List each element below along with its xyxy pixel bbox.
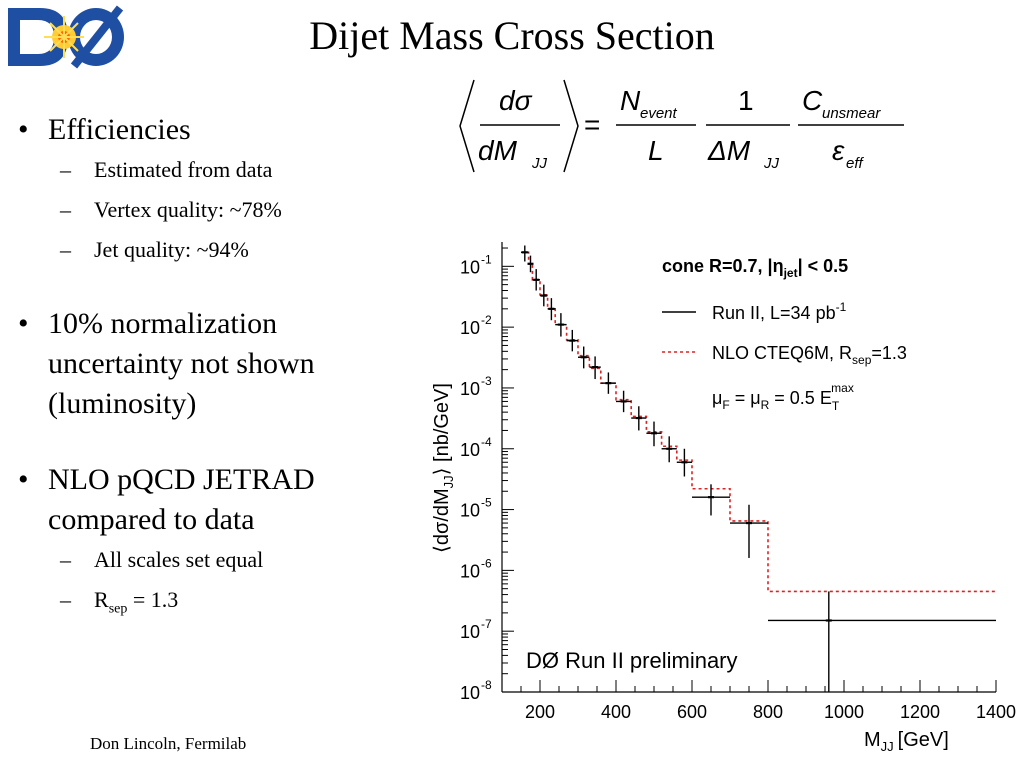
y-tick-exponent: -6 bbox=[481, 556, 492, 570]
formula-lhs-den: dM bbox=[478, 135, 518, 166]
y-tick-label: 10 bbox=[460, 622, 480, 642]
footer-author: Don Lincoln, Fermilab bbox=[90, 734, 247, 753]
data-point bbox=[692, 484, 730, 516]
bullet-normalization: • 10% normalization uncertainty not show… bbox=[18, 307, 315, 420]
bullet-efficiencies: • Efficiencies bbox=[18, 113, 191, 146]
y-tick-label: 10 bbox=[460, 683, 480, 703]
data-point bbox=[600, 372, 616, 394]
x-tick-label: 200 bbox=[525, 702, 555, 722]
formula-delta-m: ΔM bbox=[707, 135, 751, 166]
data-point bbox=[768, 591, 996, 692]
y-tick-label: 10 bbox=[460, 318, 480, 338]
sub-bullet: – Estimated from data bbox=[60, 157, 273, 182]
data-point bbox=[555, 313, 567, 337]
formula-eps: ε bbox=[832, 135, 845, 166]
x-tick-label: 800 bbox=[753, 702, 783, 722]
x-tick-label: 400 bbox=[601, 702, 631, 722]
data-point bbox=[631, 406, 647, 431]
sub-bullet: – All scales set equal bbox=[60, 547, 264, 572]
data-point bbox=[616, 390, 632, 413]
formula-lhs-num: dσ bbox=[499, 85, 533, 116]
y-tick-exponent: -3 bbox=[481, 374, 492, 388]
data-point bbox=[578, 346, 590, 369]
data-point bbox=[521, 245, 529, 262]
cross-section-formula: dσ dM JJ = N event L 1 ΔM JJ C unsmear ε… bbox=[459, 79, 904, 173]
y-tick-exponent: -2 bbox=[481, 313, 492, 327]
dijet-mass-chart: 200 400 600 800 1000 1200 140010-110-210-310-4… bbox=[431, 242, 1016, 754]
data-point bbox=[527, 255, 534, 273]
data-point bbox=[646, 421, 662, 447]
chart-legend: cone R=0.7, |ηjet| < 0.5 Run II, L=34 pb… bbox=[662, 256, 907, 413]
sub-bullet: – Jet quality: ~94% bbox=[60, 237, 249, 262]
y-tick-label: 10 bbox=[460, 257, 480, 277]
d0-logo bbox=[2, 2, 130, 72]
y-tick-label: 10 bbox=[460, 379, 480, 399]
x-tick-label: 1000 bbox=[824, 702, 864, 722]
formula-l: L bbox=[648, 135, 664, 166]
x-tick-label: 1200 bbox=[900, 702, 940, 722]
formula-c-sub: unsmear bbox=[822, 105, 881, 122]
y-tick-exponent: -4 bbox=[481, 435, 492, 449]
formula-n-sub: event bbox=[640, 105, 678, 122]
formula-c: C bbox=[802, 85, 823, 116]
y-tick-exponent: -1 bbox=[481, 252, 492, 266]
x-tick-label: 600 bbox=[677, 702, 707, 722]
legend-label-nlo: NLO CTEQ6M, Rsep=1.3 bbox=[712, 343, 907, 367]
sub-bullet-rsep: – Rsep = 1.3 bbox=[60, 587, 179, 617]
right-angle-bracket bbox=[563, 79, 579, 173]
x-axis-label: MJJ [GeV] bbox=[864, 729, 949, 754]
legend-title: cone R=0.7, |ηjet| < 0.5 bbox=[662, 256, 848, 280]
formula-equals: = bbox=[584, 109, 600, 140]
chart-annotation: DØ Run II preliminary bbox=[526, 648, 738, 673]
y-tick-exponent: -7 bbox=[481, 617, 492, 631]
formula-delta-m-sub: JJ bbox=[763, 155, 780, 172]
data-point bbox=[676, 448, 692, 477]
legend-label-run2: Run II, L=34 pb-1 bbox=[712, 300, 847, 323]
data-point bbox=[730, 504, 768, 558]
scale-note: μF = μR = 0.5 ETmax bbox=[712, 381, 854, 413]
formula-eps-sub: eff bbox=[846, 155, 865, 172]
series-run2-data bbox=[521, 245, 996, 692]
bullet-nlo: • NLO pQCD JETRAD compared to data bbox=[18, 463, 315, 536]
sub-bullet: – Vertex quality: ~78% bbox=[60, 197, 282, 222]
y-tick-exponent: -5 bbox=[481, 496, 492, 510]
data-point bbox=[540, 284, 548, 307]
data-point bbox=[589, 356, 601, 380]
left-angle-bracket bbox=[459, 79, 475, 173]
x-tick-label: 1400 bbox=[976, 702, 1016, 722]
chart-axes: 200 400 600 800 1000 1200 140010-110-210-310-4… bbox=[460, 242, 1016, 722]
slide-title: Dijet Mass Cross Section bbox=[309, 13, 715, 58]
bullet-list: • Efficiencies – Estimated from data – Vert… bbox=[18, 110, 398, 629]
formula-n: N bbox=[620, 85, 641, 116]
data-point bbox=[566, 329, 578, 352]
y-tick-label: 10 bbox=[460, 440, 480, 460]
data-point bbox=[532, 269, 540, 291]
formula-lhs-den-sub: JJ bbox=[531, 155, 548, 172]
data-point bbox=[661, 436, 677, 463]
y-tick-label: 10 bbox=[460, 501, 480, 521]
y-tick-label: 10 bbox=[460, 561, 480, 581]
y-axis-label: ⟨dσ/dMJJ⟩ [nb/GeV] bbox=[431, 383, 456, 553]
formula-one: 1 bbox=[738, 85, 754, 116]
y-tick-exponent: -8 bbox=[481, 678, 492, 692]
data-point bbox=[547, 298, 556, 321]
